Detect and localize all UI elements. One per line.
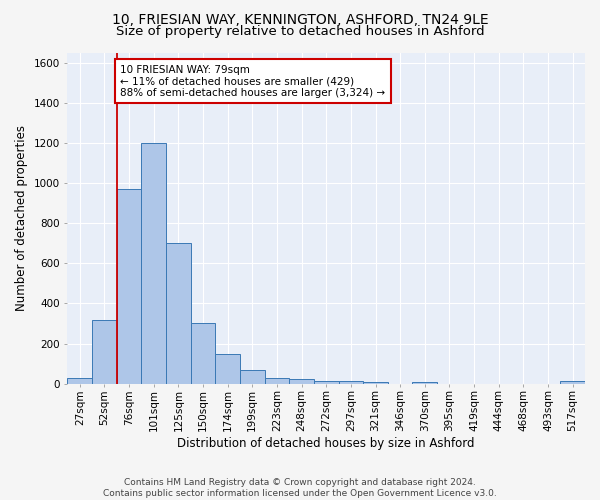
- Bar: [363, 382, 388, 384]
- Bar: [240, 370, 265, 384]
- Bar: [412, 382, 437, 384]
- X-axis label: Distribution of detached houses by size in Ashford: Distribution of detached houses by size …: [178, 437, 475, 450]
- Y-axis label: Number of detached properties: Number of detached properties: [15, 125, 28, 311]
- Bar: [560, 382, 585, 384]
- Bar: [265, 378, 289, 384]
- Bar: [289, 380, 314, 384]
- Text: Size of property relative to detached houses in Ashford: Size of property relative to detached ho…: [116, 25, 484, 38]
- Bar: [142, 143, 166, 384]
- Bar: [314, 381, 338, 384]
- Bar: [117, 189, 142, 384]
- Text: 10 FRIESIAN WAY: 79sqm
← 11% of detached houses are smaller (429)
88% of semi-de: 10 FRIESIAN WAY: 79sqm ← 11% of detached…: [121, 64, 386, 98]
- Text: 10, FRIESIAN WAY, KENNINGTON, ASHFORD, TN24 9LE: 10, FRIESIAN WAY, KENNINGTON, ASHFORD, T…: [112, 12, 488, 26]
- Bar: [338, 382, 363, 384]
- Bar: [215, 354, 240, 384]
- Bar: [166, 243, 191, 384]
- Bar: [92, 320, 117, 384]
- Text: Contains HM Land Registry data © Crown copyright and database right 2024.
Contai: Contains HM Land Registry data © Crown c…: [103, 478, 497, 498]
- Bar: [67, 378, 92, 384]
- Bar: [191, 322, 215, 384]
